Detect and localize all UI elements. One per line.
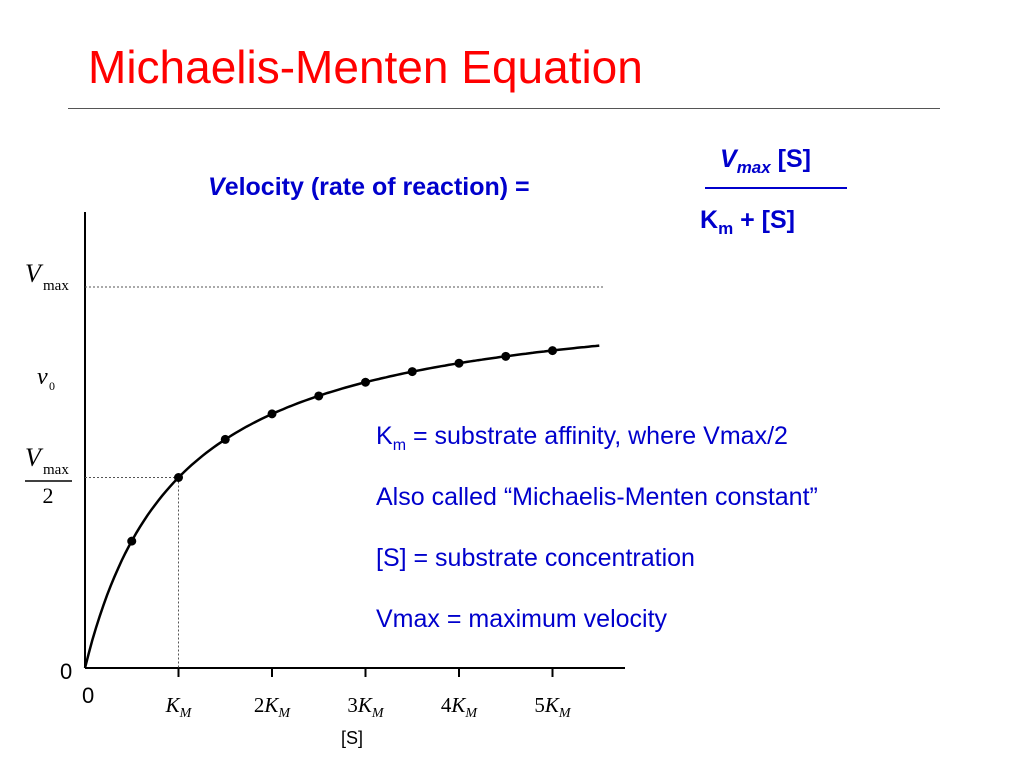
x-tick-label: 5KM bbox=[534, 693, 572, 721]
data-point bbox=[314, 391, 324, 401]
data-point bbox=[267, 409, 277, 419]
velocity-label-rest: elocity (rate of reaction) = bbox=[224, 173, 530, 201]
x-axis-zero: 0 bbox=[82, 683, 94, 708]
velocity-label: Velocity (rate of reaction) = bbox=[208, 173, 530, 202]
note-km-sub: m bbox=[392, 437, 407, 454]
note-substrate: [S] = substrate concentration bbox=[376, 544, 695, 572]
note-km-rest: = substrate affinity, where Vmax/2 bbox=[406, 422, 788, 450]
slide-title: Michaelis-Menten Equation bbox=[88, 41, 643, 93]
y-label-v0-v: v bbox=[37, 364, 48, 390]
title-divider bbox=[68, 108, 940, 109]
data-point bbox=[454, 358, 464, 368]
data-point bbox=[220, 434, 230, 444]
x-tick-label: 4KM bbox=[441, 693, 479, 721]
x-axis-label: [S] bbox=[341, 728, 363, 748]
y-label-half-den: 2 bbox=[43, 483, 54, 508]
note-km-k: K bbox=[376, 422, 393, 450]
note-vmax: Vmax = maximum velocity bbox=[376, 605, 668, 633]
fraction-bar bbox=[705, 187, 847, 189]
denominator-sub: m bbox=[718, 219, 734, 238]
y-label-vmax-v: V bbox=[25, 259, 44, 288]
data-point bbox=[501, 351, 511, 361]
data-points bbox=[127, 346, 557, 546]
denominator-rest: + [S] bbox=[733, 206, 796, 234]
data-point bbox=[174, 473, 183, 482]
velocity-first-letter: V bbox=[208, 173, 225, 201]
denominator-k: K bbox=[700, 206, 719, 234]
y-label-half-sub: max bbox=[43, 462, 69, 478]
y-axis-zero: 0 bbox=[60, 659, 72, 684]
equation-denominator: Km + [S] bbox=[700, 206, 796, 238]
x-ticks: KM 2KM 3KM 4KM 5KM bbox=[165, 668, 572, 721]
note-km: Km = substrate affinity, where Vmax/2 bbox=[376, 422, 818, 483]
x-tick-label: KM bbox=[165, 693, 193, 721]
saturation-curve bbox=[83, 344, 600, 669]
data-point bbox=[407, 367, 417, 377]
equation-numerator: Vmax [S] bbox=[720, 145, 811, 177]
numerator-sub: max bbox=[736, 158, 771, 177]
x-tick-label: 3KM bbox=[347, 693, 385, 721]
y-label-vmax-sub: max bbox=[43, 278, 69, 294]
data-point bbox=[548, 346, 557, 356]
data-point bbox=[361, 377, 370, 387]
numerator-v: V bbox=[720, 145, 737, 173]
notes-list: Km = substrate affinity, where Vmax/2 Al… bbox=[376, 422, 818, 666]
numerator-rest: [S] bbox=[770, 145, 811, 173]
y-label-v0-sub: 0 bbox=[49, 379, 55, 393]
x-tick-label: 2KM bbox=[254, 693, 292, 721]
data-point bbox=[127, 536, 137, 546]
note-also-called: Also called “Michaelis-Menten constant” bbox=[376, 483, 818, 511]
y-label-half-v: V bbox=[25, 443, 44, 472]
